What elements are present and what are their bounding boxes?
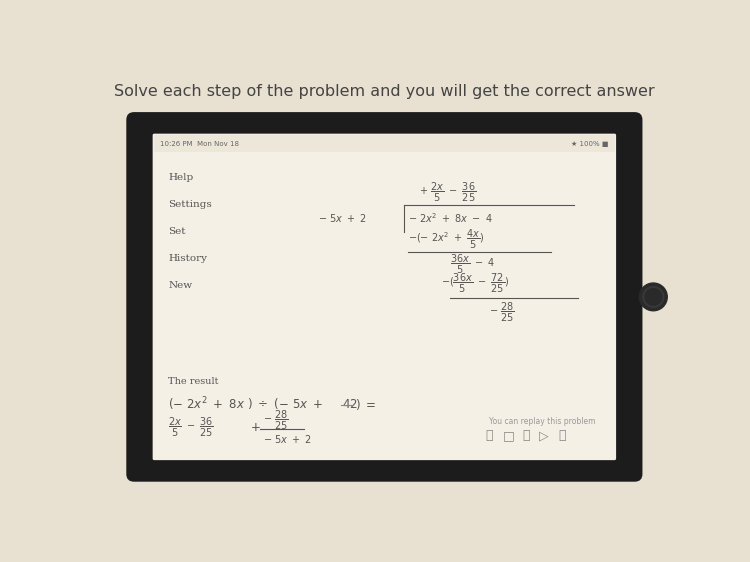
Text: Help: Help bbox=[168, 173, 194, 182]
Text: $\dfrac{2x}{5}\ -\ \dfrac{36}{25}$: $\dfrac{2x}{5}\ -\ \dfrac{36}{25}$ bbox=[168, 416, 214, 439]
Text: New: New bbox=[168, 281, 192, 290]
Text: ⏮: ⏮ bbox=[485, 429, 493, 442]
Text: $+$: $+$ bbox=[250, 422, 260, 434]
Text: $-\ 5x\ +\ 2$: $-\ 5x\ +\ 2$ bbox=[262, 433, 311, 445]
Text: $+\ \dfrac{2x}{5}\ -\ \dfrac{36}{25}$: $+\ \dfrac{2x}{5}\ -\ \dfrac{36}{25}$ bbox=[419, 182, 476, 205]
Text: ★ 100% ■: ★ 100% ■ bbox=[571, 140, 608, 147]
Text: Settings: Settings bbox=[168, 200, 212, 209]
Text: □: □ bbox=[503, 429, 515, 442]
Text: Solve each step of the problem and you will get the correct answer: Solve each step of the problem and you w… bbox=[114, 84, 655, 99]
Text: $-\ 5x\ +\ 2$: $-\ 5x\ +\ 2$ bbox=[319, 212, 368, 224]
Text: $-(\dfrac{36x}{5}\ -\ \dfrac{72}{25})$: $-(\dfrac{36x}{5}\ -\ \dfrac{72}{25})$ bbox=[441, 273, 509, 295]
Bar bbox=[154, 135, 614, 152]
Text: $-\ \dfrac{28}{25}$: $-\ \dfrac{28}{25}$ bbox=[489, 301, 514, 324]
Text: $-\ \dfrac{28}{25}$: $-\ \dfrac{28}{25}$ bbox=[262, 409, 289, 432]
Text: ⏯: ⏯ bbox=[523, 429, 530, 442]
FancyBboxPatch shape bbox=[153, 134, 616, 460]
Text: History: History bbox=[168, 254, 207, 263]
Text: You can replay this problem: You can replay this problem bbox=[489, 417, 596, 426]
Text: 10:26 PM  Mon Nov 18: 10:26 PM Mon Nov 18 bbox=[160, 140, 239, 147]
Text: $42$: $42$ bbox=[342, 398, 358, 411]
Text: $(-\ 2x^2\ +\ 8x\ )\ \div\ (-\ 5x\ +\ $: $(-\ 2x^2\ +\ 8x\ )\ \div\ (-\ 5x\ +\ $ bbox=[168, 396, 323, 414]
FancyBboxPatch shape bbox=[126, 112, 643, 482]
Text: $-\ 2x^2\ +\ 8x\ -\ 4$: $-\ 2x^2\ +\ 8x\ -\ 4$ bbox=[409, 211, 493, 225]
Circle shape bbox=[639, 283, 668, 311]
Text: $-(-\ 2x^2\ +\ \dfrac{4x}{5})$: $-(-\ 2x^2\ +\ \dfrac{4x}{5})$ bbox=[409, 228, 485, 251]
Text: Set: Set bbox=[168, 227, 186, 236]
Text: $\dfrac{36x}{5}\ -\ 4$: $\dfrac{36x}{5}\ -\ 4$ bbox=[450, 253, 496, 276]
Text: The result: The result bbox=[168, 377, 219, 386]
Text: $)\ =$: $)\ =$ bbox=[355, 397, 376, 412]
Text: ▷: ▷ bbox=[539, 429, 549, 442]
Text: ⏭: ⏭ bbox=[558, 429, 566, 442]
